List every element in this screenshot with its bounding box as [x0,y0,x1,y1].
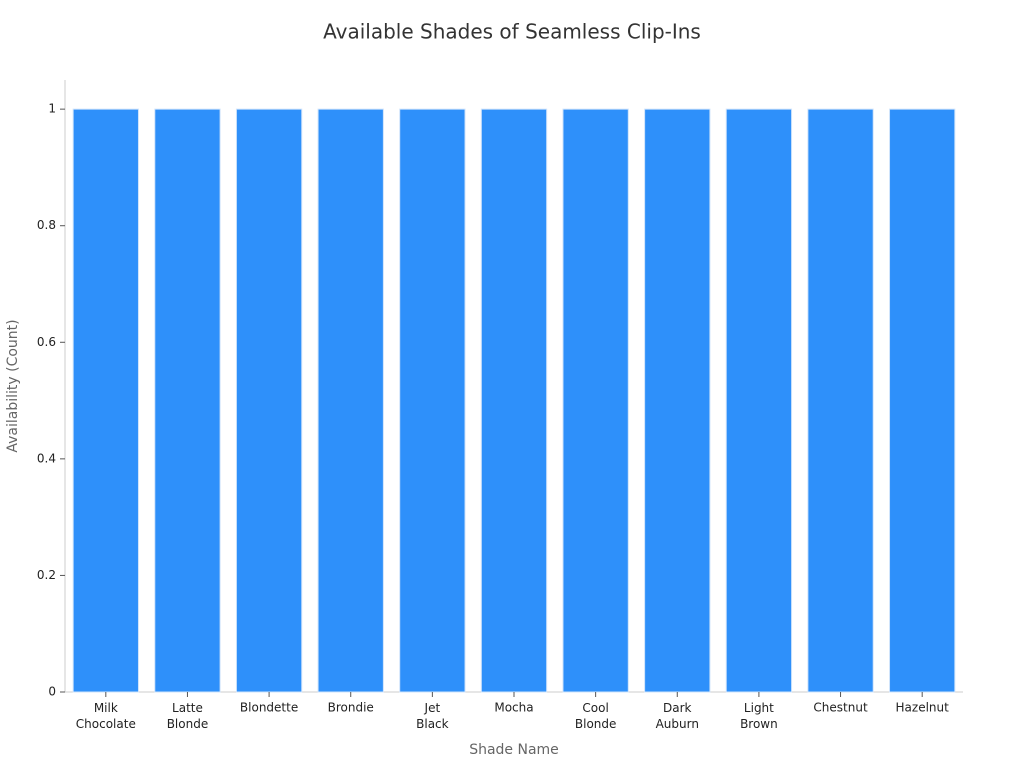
x-tick-label: Mocha [494,701,533,715]
x-tick-label: Blondette [240,701,298,715]
bar [154,108,221,693]
y-axis-label: Availability (Count) [5,319,21,452]
y-tick-label: 0.2 [37,568,56,582]
x-tick-label: Light Brown [740,701,778,731]
bar [399,108,466,693]
y-tick-label: 0.6 [37,335,56,349]
x-tick-label: Hazelnut [896,701,950,715]
bar [317,108,384,693]
x-tick-label: Dark Auburn [656,701,699,731]
bar [807,108,874,693]
x-tick-label: Brondie [328,701,374,715]
bar [725,108,793,693]
x-tick-label: Milk Chocolate [76,701,136,731]
x-tick-label: Jet Black [416,701,449,731]
y-tick-label: 0.8 [37,218,56,232]
chart-title: Available Shades of Seamless Clip-Ins [323,20,701,44]
bar [644,108,711,693]
bar [889,108,956,693]
y-tick-label: 0 [48,685,56,699]
x-tick-label: Latte Blonde [167,701,209,731]
bar [72,108,139,693]
y-tick-label: 1 [48,102,56,116]
y-tick-label: 0.4 [37,451,56,465]
x-tick-label: Chestnut [813,701,868,715]
bar [480,108,548,693]
bar [562,108,629,693]
x-tick-label: Cool Blonde [575,701,617,731]
x-axis-label: Shade Name [469,742,559,758]
bar [235,108,303,693]
